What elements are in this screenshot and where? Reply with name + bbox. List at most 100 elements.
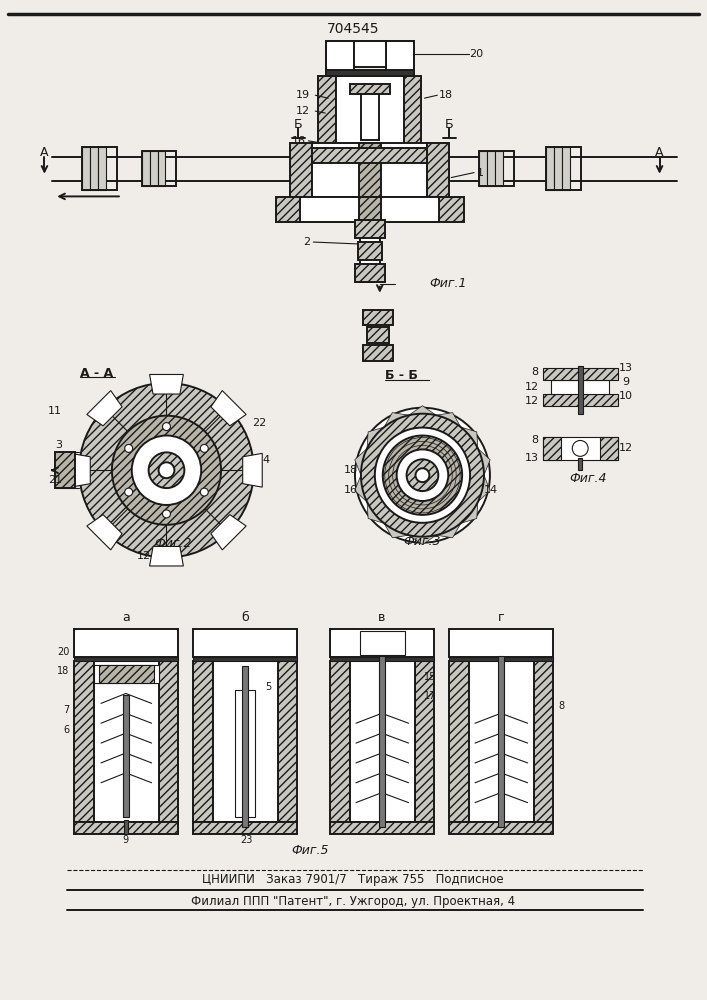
Bar — [213, 661, 278, 822]
Text: 9: 9 — [123, 835, 129, 845]
Polygon shape — [87, 515, 122, 550]
Text: 3: 3 — [55, 440, 62, 450]
Text: А: А — [655, 146, 664, 159]
Bar — [312, 143, 428, 197]
Bar — [367, 327, 389, 343]
Text: 7: 7 — [63, 705, 69, 715]
Bar — [336, 76, 404, 148]
Text: а: а — [122, 611, 129, 624]
Polygon shape — [71, 453, 90, 487]
Polygon shape — [461, 502, 478, 523]
Bar — [74, 657, 178, 661]
Bar — [578, 366, 583, 414]
Bar — [300, 197, 439, 222]
Text: 20: 20 — [57, 647, 69, 657]
Bar — [600, 437, 618, 460]
Text: 20: 20 — [469, 49, 483, 59]
Text: Филиал ППП "Патент", г. Ужгород, ул. Проектная, 4: Филиал ППП "Патент", г. Ужгород, ул. Про… — [191, 895, 515, 908]
Polygon shape — [355, 449, 367, 475]
Polygon shape — [461, 427, 478, 449]
Circle shape — [200, 488, 209, 496]
Text: 17: 17 — [424, 691, 437, 701]
Bar — [318, 76, 336, 148]
Bar — [141, 151, 177, 186]
Bar — [404, 76, 421, 148]
Polygon shape — [409, 535, 436, 545]
Bar — [74, 629, 178, 657]
Text: 23: 23 — [240, 835, 253, 845]
Bar — [330, 657, 434, 661]
Circle shape — [382, 436, 462, 515]
Bar — [291, 143, 312, 197]
Text: 16: 16 — [291, 136, 305, 146]
Bar — [330, 822, 434, 834]
Bar — [94, 665, 158, 683]
Text: 14: 14 — [484, 485, 498, 495]
Text: Б - Б: Б - Б — [385, 369, 418, 382]
Bar — [358, 242, 382, 260]
Polygon shape — [243, 453, 262, 487]
Text: А - А: А - А — [80, 367, 113, 380]
Polygon shape — [355, 475, 367, 502]
Polygon shape — [367, 502, 384, 523]
Bar — [355, 264, 385, 282]
Text: 12: 12 — [296, 106, 310, 116]
Bar — [554, 147, 562, 190]
Text: 2: 2 — [303, 237, 310, 247]
Polygon shape — [478, 449, 490, 475]
Circle shape — [124, 444, 133, 452]
Polygon shape — [436, 523, 461, 538]
Bar — [350, 84, 390, 94]
Text: Фиг.5: Фиг.5 — [291, 844, 329, 857]
Bar — [498, 656, 504, 827]
Bar — [326, 70, 414, 76]
Text: Фиг.4: Фиг.4 — [569, 472, 607, 485]
Text: г: г — [498, 611, 504, 624]
Text: 704545: 704545 — [327, 22, 379, 36]
Bar — [158, 661, 178, 822]
Text: 12: 12 — [136, 551, 151, 561]
Circle shape — [163, 510, 170, 518]
Bar — [547, 147, 581, 190]
Text: 19: 19 — [296, 90, 310, 100]
Bar — [330, 629, 434, 657]
Bar — [414, 661, 434, 822]
Polygon shape — [211, 391, 246, 426]
Bar — [55, 452, 75, 488]
Bar — [479, 151, 487, 186]
Bar — [379, 656, 385, 827]
Text: Фиг.3: Фиг.3 — [404, 535, 441, 548]
Bar — [99, 665, 153, 683]
Bar — [363, 345, 392, 361]
Polygon shape — [150, 546, 183, 566]
Text: 16: 16 — [344, 485, 358, 495]
Text: 15: 15 — [424, 672, 437, 682]
Text: Б: Б — [445, 118, 454, 131]
Bar — [355, 220, 385, 238]
Bar — [449, 657, 554, 661]
Polygon shape — [150, 374, 183, 394]
Bar — [359, 143, 381, 197]
Circle shape — [79, 383, 254, 558]
Bar — [94, 661, 158, 822]
Circle shape — [355, 408, 490, 543]
Circle shape — [407, 459, 438, 491]
Bar — [578, 458, 582, 470]
Bar — [90, 147, 98, 190]
Bar — [158, 151, 165, 186]
Bar — [123, 695, 129, 817]
Bar — [361, 94, 379, 140]
Polygon shape — [436, 413, 461, 427]
Text: 8: 8 — [532, 367, 539, 377]
Polygon shape — [211, 515, 246, 550]
Text: б: б — [241, 611, 249, 624]
Circle shape — [163, 423, 170, 431]
Bar — [330, 661, 350, 822]
Polygon shape — [87, 391, 122, 426]
Bar — [193, 657, 298, 661]
Text: Б: Б — [294, 118, 303, 131]
Polygon shape — [409, 406, 436, 415]
Bar — [98, 147, 106, 190]
Text: 8: 8 — [559, 701, 564, 711]
Bar — [350, 661, 414, 822]
